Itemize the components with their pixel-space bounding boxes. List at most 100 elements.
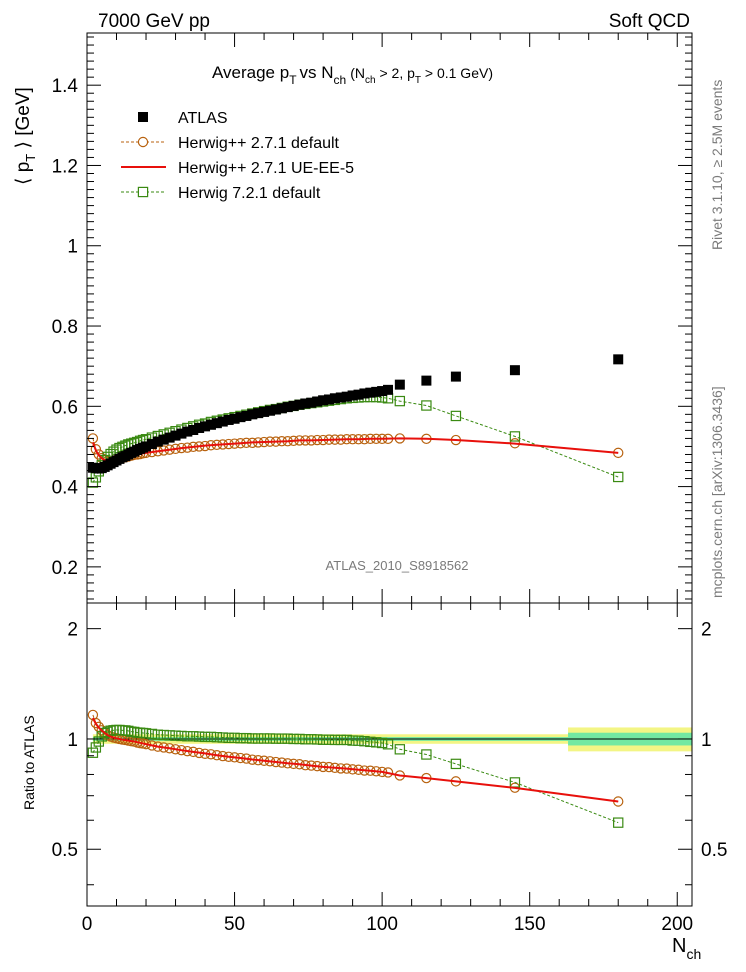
data-point [199,731,211,743]
data-point [282,733,293,744]
data-point [252,733,264,744]
data-point [288,733,299,745]
data-point [365,387,376,398]
data-point [200,421,211,432]
title-cut-open: (N [350,65,365,81]
legend-entry: ATLAS [138,110,228,127]
data-point [188,424,199,435]
data-point [146,439,157,450]
data-point [300,734,311,745]
data-point [306,734,317,745]
data-point [288,400,299,411]
ratio-y-tick-label: 2 [67,620,78,641]
data-point [353,389,364,400]
data-point [211,418,222,429]
x-tick-label: 150 [514,914,546,935]
data-point [188,731,199,742]
title-sub-t: T [289,73,297,87]
data-point [335,392,346,403]
x-tick-label: 0 [82,914,93,935]
ratio-series-herwig-7-2-1-default [87,724,624,828]
data-point [90,742,102,753]
data-point [193,731,205,742]
side-rivet-label: Rivet 3.1.10, ≥ 2.5M events [709,80,725,250]
data-point [312,396,323,407]
data-point [353,735,364,746]
data-point [87,477,99,488]
main-series-atlas [87,354,624,474]
data-point [421,749,432,760]
x-tick-label: 100 [366,914,398,935]
data-point [164,730,175,741]
data-point [377,386,388,397]
data-point [241,410,252,421]
y-tick-label: 0.4 [52,478,79,499]
data-point [141,441,152,452]
data-point [258,733,270,744]
data-point [87,747,99,758]
x-axis-label: Nch [672,935,701,962]
data-point [329,734,341,746]
ylabel-open: ⟨ p [13,162,34,185]
data-point [241,732,252,744]
data-point [217,732,228,743]
data-point [383,384,394,395]
data-point [294,733,305,745]
xlabel-main: N [672,935,686,957]
data-point [394,744,406,755]
data-point [347,735,358,746]
data-point [158,729,169,741]
y-tick-label: 1 [67,237,78,258]
data-point [394,395,406,407]
x-tick-label: 200 [661,914,693,935]
data-point [613,817,624,828]
data-point [329,393,340,404]
legend-label: ATLAS [178,110,228,127]
data-point [311,734,323,745]
data-point [318,395,329,406]
data-point [365,736,376,748]
data-point [194,422,205,433]
data-point [276,733,287,744]
y-tick-label: 0.8 [52,317,78,338]
data-point [264,405,275,416]
ylabel-close: ⟩ [GeV] [13,87,34,154]
data-point [421,375,432,386]
data-point [317,734,329,745]
data-point [223,732,234,744]
data-point [450,410,462,422]
header-right-label: Soft QCD [609,11,690,32]
data-point [371,386,382,397]
main-title: Average pT vs Nch (Nch > 2, pT > 0.1 GeV) [212,63,493,87]
ratio-y-tick-label-right: 2 [701,620,712,641]
data-point [170,730,181,741]
data-point [164,432,175,443]
data-point [341,734,352,746]
data-point [341,391,352,402]
data-point [152,729,164,740]
data-point [90,444,102,455]
ratio-y-tick-label-right: 1 [701,730,712,751]
data-point [335,734,347,746]
header-left-label: 7000 GeV pp [98,11,210,32]
data-point [394,379,405,390]
data-point [324,394,334,405]
series-line [92,717,619,803]
legend-label: Herwig++ 2.7.1 default [178,135,340,152]
data-point [259,406,270,417]
data-point [182,426,193,437]
data-point [613,354,624,365]
ratio-y-tick-label-right: 0.5 [701,840,727,861]
data-point [509,431,521,442]
legend-entry: Herwig++ 2.7.1 UE-EE-5 [121,160,354,177]
title-cut-sub-t: T [415,75,421,86]
y-tick-label: 1.4 [52,76,79,97]
ylabel-sub-t: T [23,154,38,162]
legend-label: Herwig 7.2.1 default [178,185,321,202]
data-point [158,434,169,445]
data-point [176,428,187,439]
data-point [382,739,394,750]
xlabel-sub: ch [686,946,701,962]
ratio-series-herwig-2-7-1-ue-ee-5 [92,717,619,803]
